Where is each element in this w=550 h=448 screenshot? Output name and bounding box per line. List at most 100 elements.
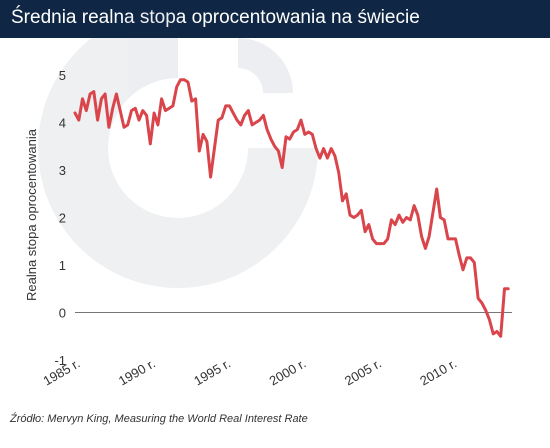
data-point [243,114,246,117]
data-point [469,256,472,259]
data-point [443,218,446,221]
data-point [386,237,389,240]
data-point [183,78,186,81]
data-point [247,109,250,112]
data-point [488,318,491,321]
data-point [398,214,401,217]
data-point [96,119,99,122]
data-point [77,119,80,122]
data-point [209,176,212,179]
data-point [401,221,404,224]
data-point [119,109,122,112]
data-point [292,131,295,134]
y-axis-label: Realna stopa oprocentowania [24,128,39,301]
data-point [190,100,193,103]
data-point [394,223,397,226]
x-tick-label: 1995 r. [191,356,233,389]
y-tick-label: 3 [59,163,66,178]
y-tick-label: 2 [59,211,66,226]
data-point [300,119,303,122]
data-point [100,97,103,100]
data-point [390,218,393,221]
data-point [364,230,367,233]
data-point [341,199,344,202]
x-tick-label: 2000 r. [267,356,309,389]
y-tick-label: -1 [54,353,66,368]
chart-title: Średnia realna stopa oprocentowania na ś… [11,7,420,28]
data-point [349,214,352,217]
y-tick-label: 5 [59,68,66,83]
data-point [277,150,280,153]
x-tick-label: 2005 r. [342,356,384,389]
data-point [281,166,284,169]
data-point [367,223,370,226]
data-point [318,157,321,160]
data-point [420,235,423,238]
data-point [213,147,216,150]
data-point [187,81,190,84]
data-point [198,150,201,153]
data-point [303,133,306,136]
x-tick-label: 2010 r. [417,356,459,389]
data-point [262,114,265,117]
header-bar: Średnia realna stopa oprocentowania na ś… [0,0,550,38]
data-point [379,242,382,245]
data-point [439,216,442,219]
data-point [495,330,498,333]
data-point [371,237,374,240]
data-point [258,119,261,122]
data-point [405,216,408,219]
data-point [251,123,254,126]
data-point [134,107,137,110]
data-point [104,93,107,96]
data-point [333,154,336,157]
data-point [149,142,152,145]
data-point [473,261,476,264]
data-point [424,247,427,250]
data-point [492,332,495,335]
data-point [153,112,156,115]
data-point [228,104,231,107]
data-point [217,119,220,122]
data-point [89,93,92,96]
data-point [273,145,276,148]
data-point [160,97,163,100]
data-point [220,116,223,119]
data-point [296,128,299,131]
data-point [141,109,144,112]
data-point [447,237,450,240]
data-point [224,104,227,107]
data-point [322,147,325,150]
data-point [81,97,84,100]
data-point [326,157,329,160]
data-point [311,133,314,136]
data-point [288,138,291,141]
data-point [458,254,461,257]
data-point [409,218,412,221]
data-point [111,107,114,110]
data-point [484,309,487,312]
data-point [123,126,126,129]
data-point [74,112,77,115]
data-point [382,242,385,245]
data-point [138,119,141,122]
data-point [503,287,506,290]
data-point [156,123,159,126]
data-point [507,287,510,290]
y-tick-label: 0 [59,306,66,321]
y-tick-label: 4 [59,116,66,131]
data-point [431,211,434,214]
watermark-logo [38,8,318,288]
data-point [168,107,171,110]
data-point [345,192,348,195]
data-point [85,109,88,112]
data-point [202,133,205,136]
data-point [375,242,378,245]
data-point [413,204,416,207]
data-point [115,93,118,96]
data-point [315,147,318,150]
data-point [171,104,174,107]
data-point [454,237,457,240]
data-point [239,123,242,126]
